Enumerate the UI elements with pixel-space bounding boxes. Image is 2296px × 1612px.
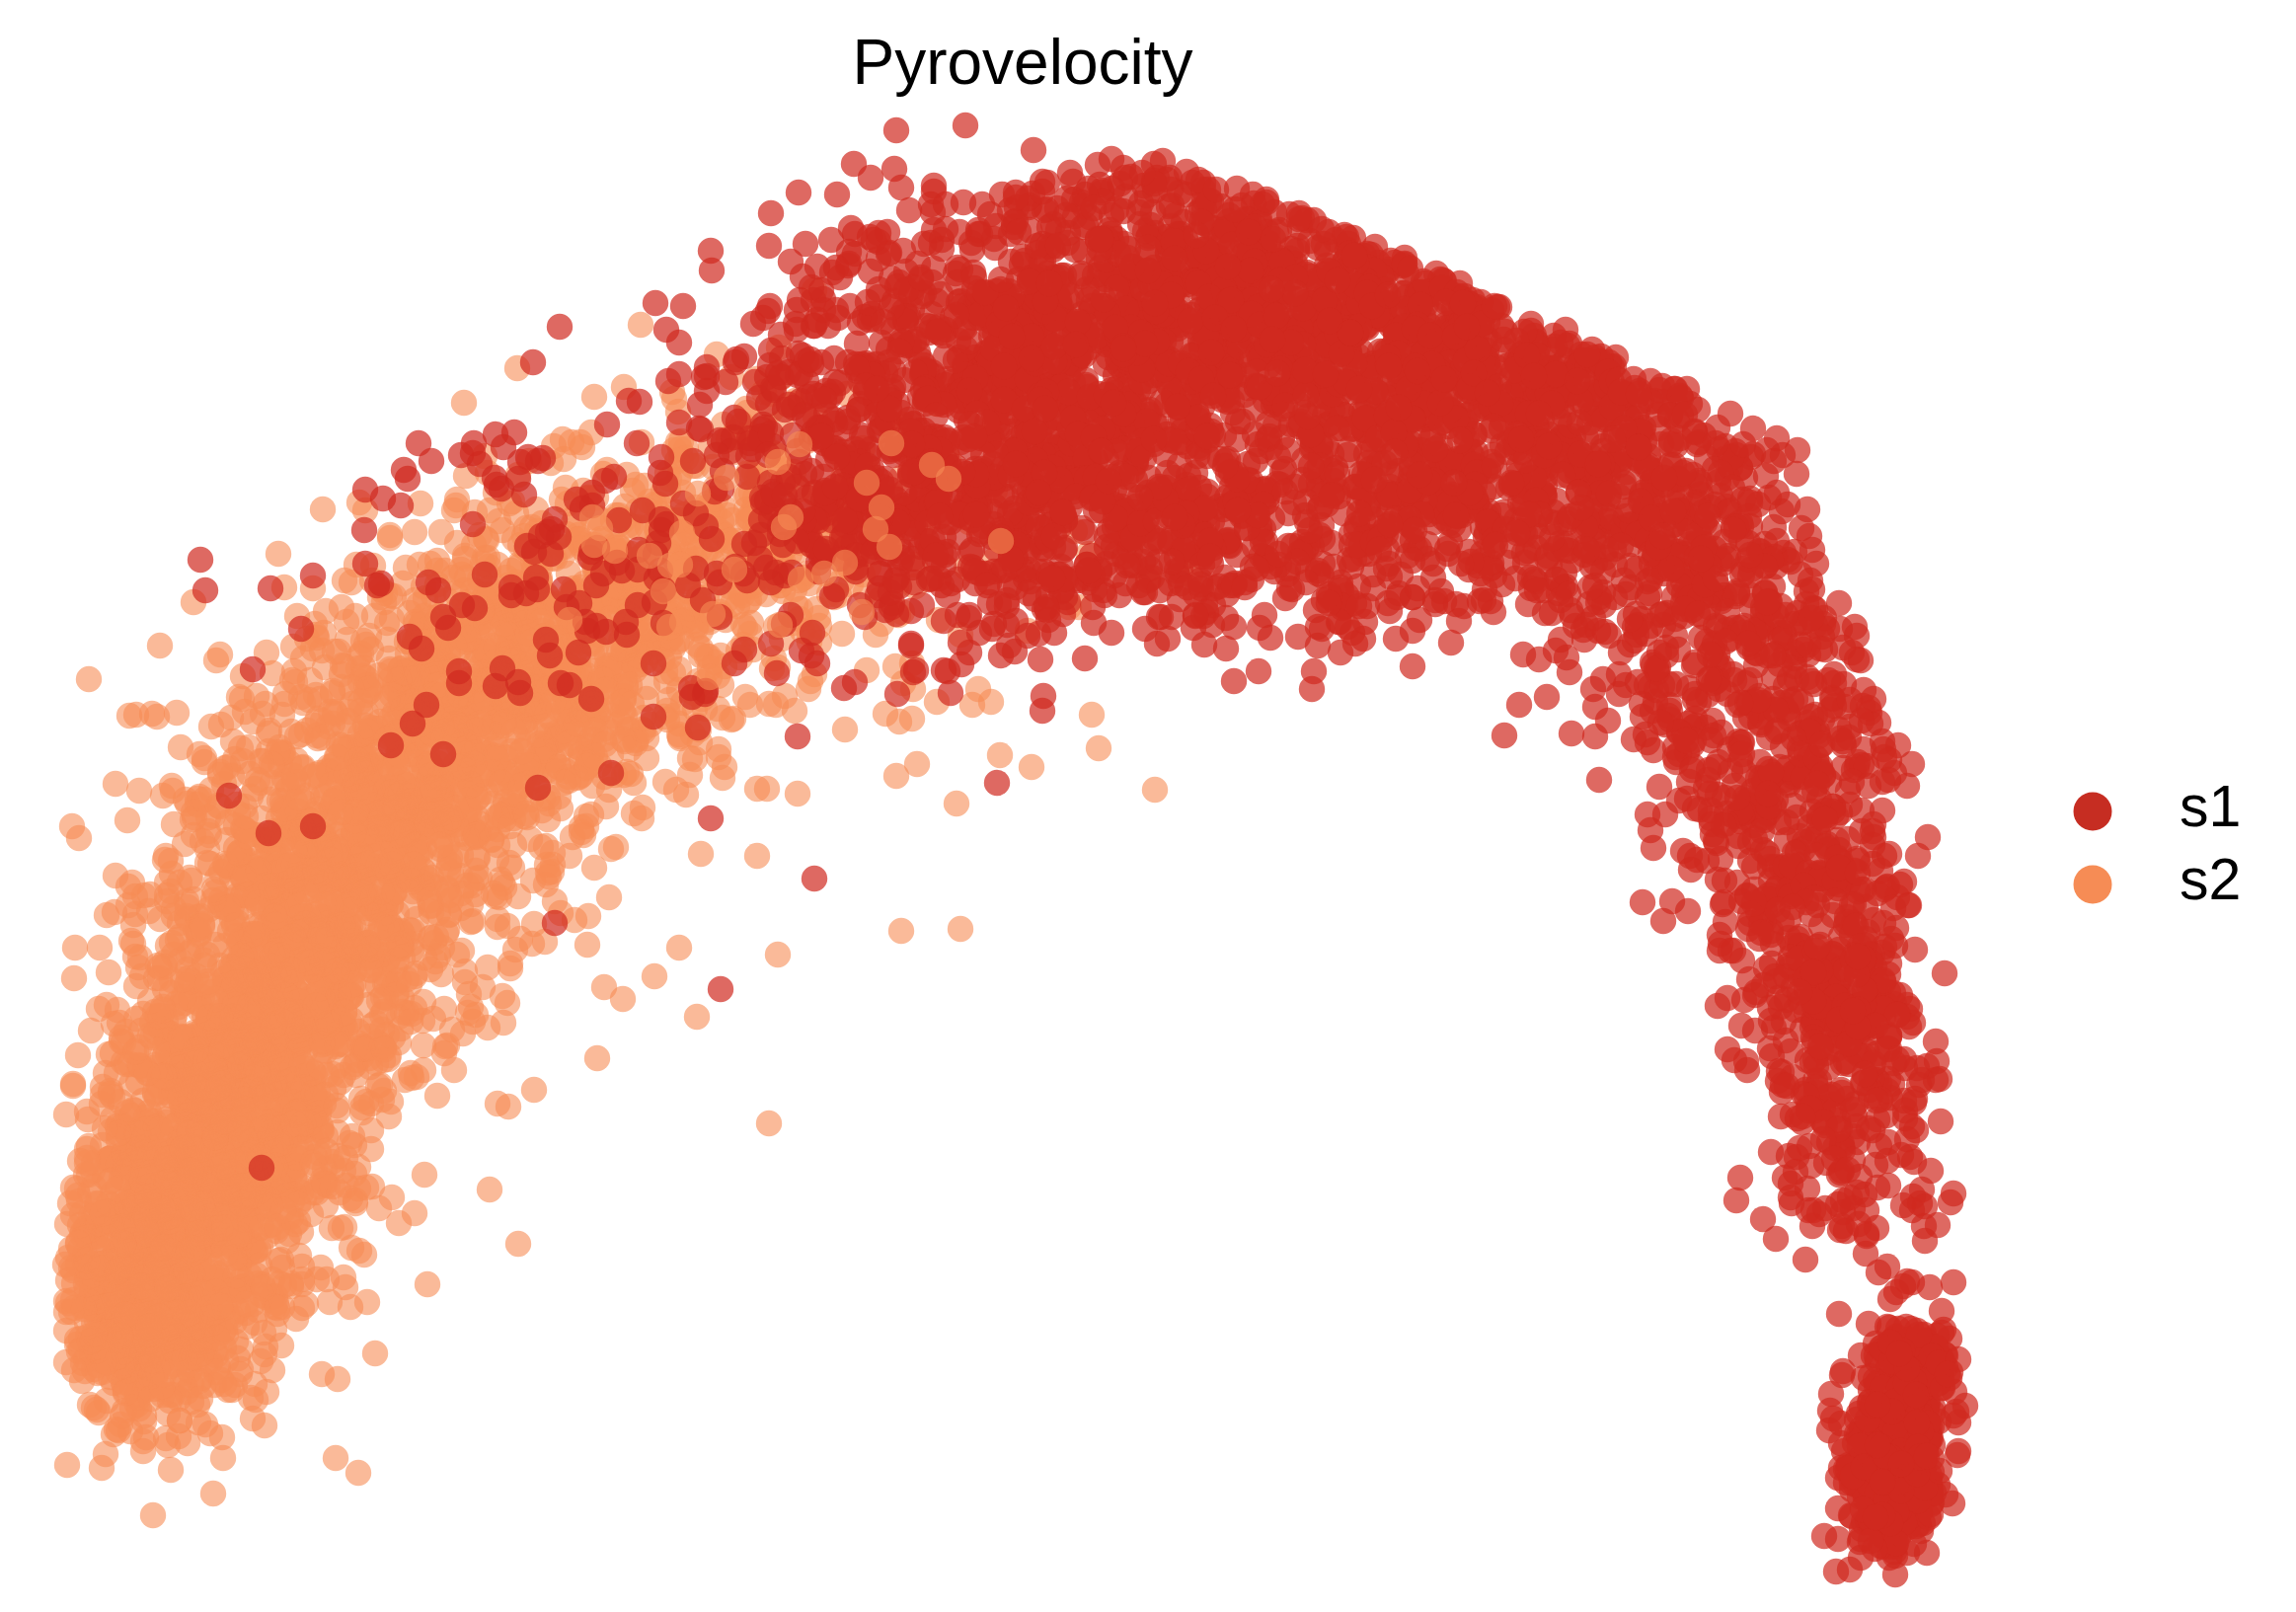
svg-text:s2: s2 — [2180, 847, 2241, 912]
svg-text:s1: s1 — [2180, 774, 2241, 839]
svg-text:Pyrovelocity: Pyrovelocity — [853, 27, 1193, 98]
